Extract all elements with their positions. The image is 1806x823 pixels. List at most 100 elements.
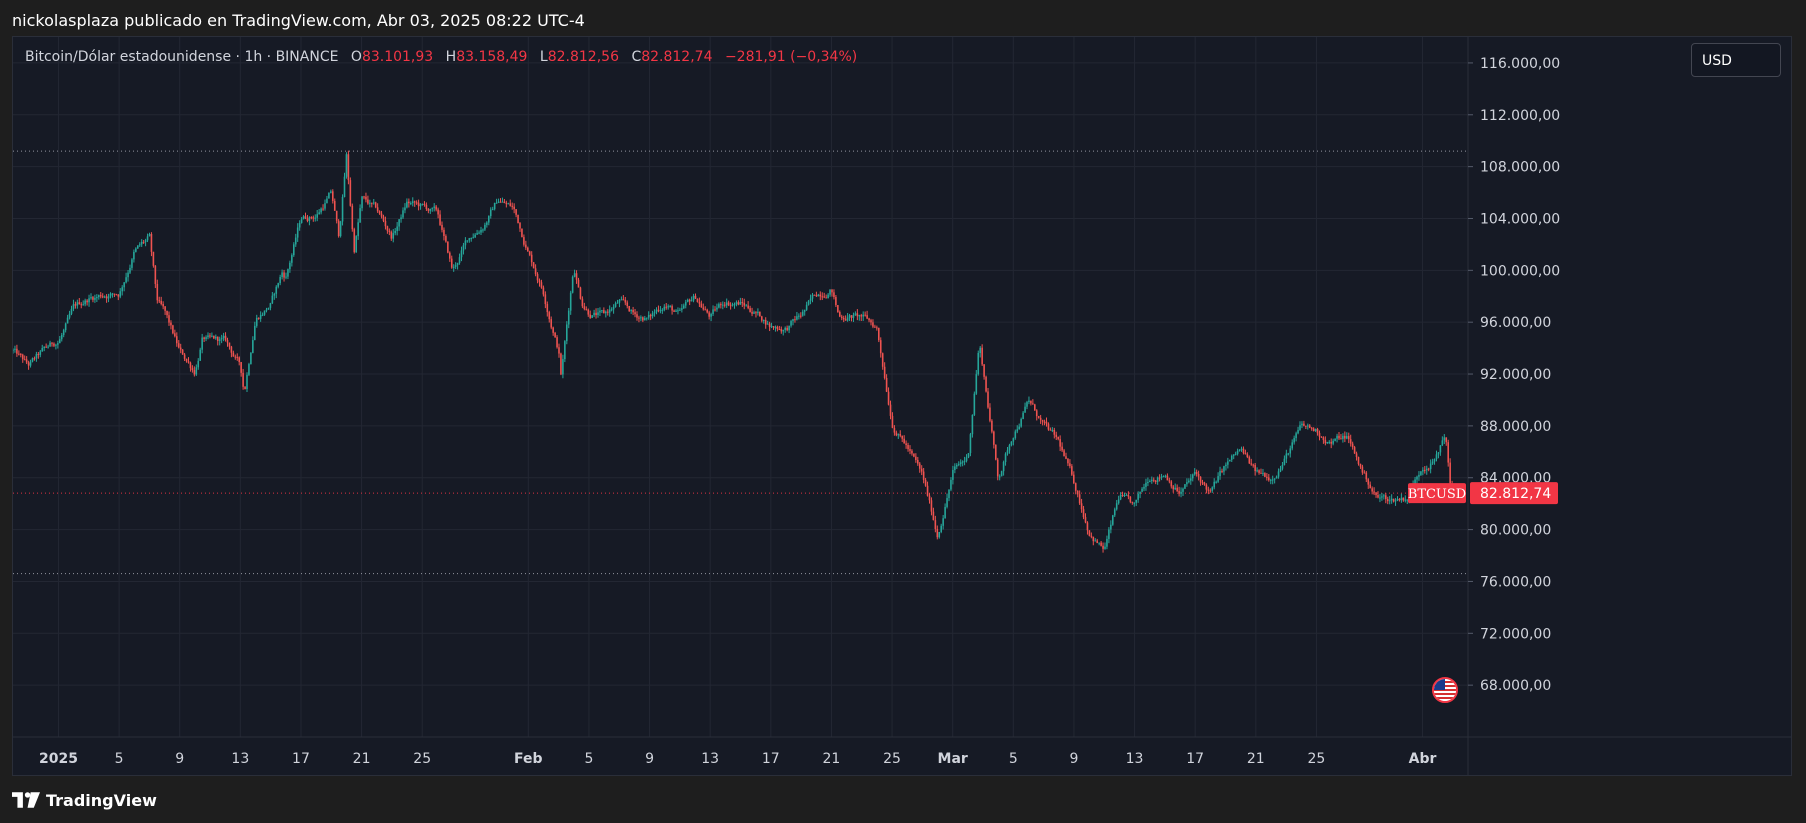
candle: [1191, 473, 1194, 482]
candle-body: [887, 391, 890, 405]
tradingview-footer[interactable]: TradingView: [12, 788, 157, 812]
candle-body: [493, 202, 496, 210]
candle-body: [310, 217, 313, 219]
candle: [560, 352, 562, 376]
candle-body: [480, 230, 482, 233]
candle-body: [663, 306, 666, 310]
candle-body: [1258, 470, 1260, 473]
candle: [938, 531, 941, 539]
candle: [548, 310, 551, 323]
candle: [881, 352, 884, 370]
candle-body: [259, 315, 262, 319]
x-tick-label: 9: [645, 751, 654, 767]
candle-body: [172, 325, 174, 334]
candlestick-chart[interactable]: 116.000,00112.000,00108.000,00104.000,00…: [13, 37, 1791, 775]
candle-body: [349, 180, 352, 206]
candle: [499, 198, 502, 203]
candle: [176, 332, 178, 347]
candle: [932, 507, 935, 521]
us-flag-icon[interactable]: [1432, 677, 1458, 703]
candle: [306, 214, 309, 223]
candle: [1326, 441, 1329, 444]
candle-body: [509, 203, 512, 206]
candle-body: [1149, 481, 1151, 483]
candle: [1125, 493, 1128, 496]
candle-body: [302, 216, 305, 220]
x-tick-label: 21: [1247, 751, 1265, 767]
candle-body: [216, 336, 219, 341]
candle-body: [398, 219, 400, 227]
candle: [333, 198, 336, 211]
candle-body: [905, 443, 907, 445]
candle-body: [720, 304, 722, 306]
candle: [647, 311, 650, 320]
candle-body: [677, 310, 679, 312]
candle-body: [384, 220, 387, 227]
candle-body: [228, 342, 231, 347]
candle-body: [413, 201, 416, 203]
candle-body: [946, 498, 948, 507]
candle: [189, 361, 192, 372]
candle-body: [269, 303, 272, 308]
candle: [1178, 486, 1180, 497]
chart-panel[interactable]: 116.000,00 112.000,00 108.000,00 104.000,00…: [12, 36, 1792, 776]
candle: [88, 294, 90, 307]
candle-body: [279, 277, 281, 284]
candle: [380, 210, 383, 219]
candle: [1342, 433, 1344, 443]
candle-body: [435, 206, 437, 210]
candle-body: [1143, 486, 1145, 489]
candle-body: [218, 339, 221, 341]
symbol-tag-bg: [1408, 483, 1466, 504]
candle: [1416, 475, 1418, 484]
candle: [509, 199, 512, 207]
candle: [831, 289, 833, 297]
candle: [119, 288, 122, 299]
candle-body: [911, 450, 913, 454]
candle-body: [322, 208, 324, 210]
candle: [51, 342, 53, 347]
candle: [805, 301, 808, 311]
candle: [413, 200, 416, 207]
candle-body: [1141, 488, 1143, 492]
candle-body: [957, 464, 960, 466]
candle: [394, 227, 396, 236]
candle-body: [770, 326, 773, 328]
candle: [1092, 536, 1095, 546]
candle: [244, 386, 246, 390]
candle-body: [445, 236, 447, 242]
candle-body: [1236, 451, 1239, 454]
candle-body: [1320, 436, 1323, 438]
candle-body: [1016, 429, 1019, 432]
candle: [216, 336, 219, 346]
candle-body: [745, 305, 747, 307]
candle: [177, 340, 180, 349]
y-tick-label: 104.000,00: [1480, 211, 1560, 227]
candle-body: [1213, 481, 1215, 488]
candle: [532, 261, 535, 269]
candle: [1180, 487, 1182, 498]
candle-body: [330, 191, 332, 193]
candle: [688, 298, 691, 306]
candle-body: [337, 220, 340, 237]
candle-body: [252, 340, 254, 353]
candle-body: [708, 312, 710, 317]
candle-body: [513, 206, 515, 210]
candle-body: [581, 298, 584, 307]
candle: [452, 264, 455, 272]
candle-body: [82, 304, 84, 306]
candle-body: [466, 240, 469, 242]
currency-selector[interactable]: USD: [1691, 43, 1781, 77]
candle: [240, 361, 242, 377]
symbol-legend[interactable]: Bitcoin/Dólar estadounidense · 1h · BINA…: [25, 47, 857, 67]
candle: [651, 310, 654, 319]
candle: [99, 292, 102, 299]
candle: [185, 358, 188, 363]
candle-body: [991, 420, 993, 432]
candle-body: [1125, 494, 1128, 496]
candle: [287, 268, 289, 280]
candle-body: [683, 305, 685, 309]
candle: [920, 465, 923, 476]
candle: [482, 228, 484, 233]
candle-body: [1098, 542, 1100, 544]
